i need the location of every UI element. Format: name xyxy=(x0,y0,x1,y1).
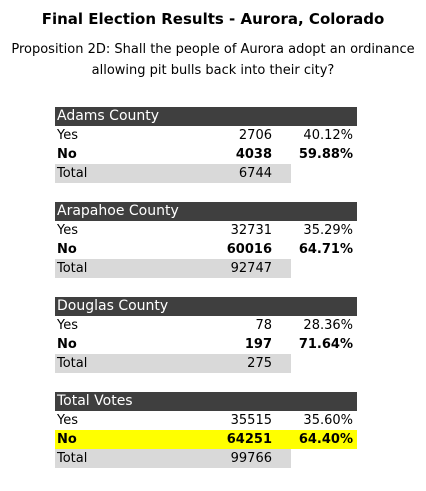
subtitle: allowing pit bulls back into their city? xyxy=(91,63,335,78)
row-percent: 35.60% xyxy=(303,413,353,428)
row-percent: 71.64% xyxy=(298,337,353,352)
row-count: 197 xyxy=(244,337,272,352)
row-count: 4038 xyxy=(235,147,272,162)
row-label: No xyxy=(57,337,77,352)
row-count: 275 xyxy=(247,356,272,371)
section-header: Adams County xyxy=(57,108,160,124)
row-shade xyxy=(55,354,291,373)
row-percent: 59.88% xyxy=(298,147,353,162)
section-header: Total Votes xyxy=(57,393,133,409)
row-shade xyxy=(55,449,291,468)
row-count: 32731 xyxy=(230,223,272,238)
row-count: 92747 xyxy=(230,261,272,276)
row-percent: 35.29% xyxy=(303,223,353,238)
row-percent: 64.71% xyxy=(298,242,353,257)
row-count: 6744 xyxy=(238,166,272,181)
row-count: 99766 xyxy=(230,451,272,466)
section-header: Arapahoe County xyxy=(57,203,179,219)
row-count: 35515 xyxy=(230,413,272,428)
row-label: Total xyxy=(57,356,88,371)
row-label: No xyxy=(57,432,77,447)
row-label: Yes xyxy=(57,413,78,428)
row-label: Yes xyxy=(57,223,78,238)
row-count: 78 xyxy=(255,318,272,333)
row-percent: 28.36% xyxy=(303,318,353,333)
section-header-bar xyxy=(55,202,357,221)
row-label: Total xyxy=(57,166,88,181)
row-label: Total xyxy=(57,451,88,466)
section-header-bar xyxy=(55,297,357,316)
row-label: Yes xyxy=(57,318,78,333)
row-percent: 64.40% xyxy=(298,432,353,447)
row-label: Total xyxy=(57,261,88,276)
row-highlight xyxy=(55,430,357,449)
row-label: Yes xyxy=(57,128,78,143)
section-header-bar xyxy=(55,107,357,126)
row-shade xyxy=(55,259,291,278)
section-header-bar xyxy=(55,392,357,411)
row-shade xyxy=(55,164,291,183)
row-count: 60016 xyxy=(226,242,272,257)
row-label: No xyxy=(57,147,77,162)
title: Final Election Results - Aurora, Colorad… xyxy=(41,10,385,28)
subtitle: Proposition 2D: Shall the people of Auro… xyxy=(11,42,415,57)
row-percent: 40.12% xyxy=(303,128,353,143)
row-count: 64251 xyxy=(226,432,272,447)
row-label: No xyxy=(57,242,77,257)
row-count: 2706 xyxy=(238,128,272,143)
section-header: Douglas County xyxy=(57,298,169,314)
